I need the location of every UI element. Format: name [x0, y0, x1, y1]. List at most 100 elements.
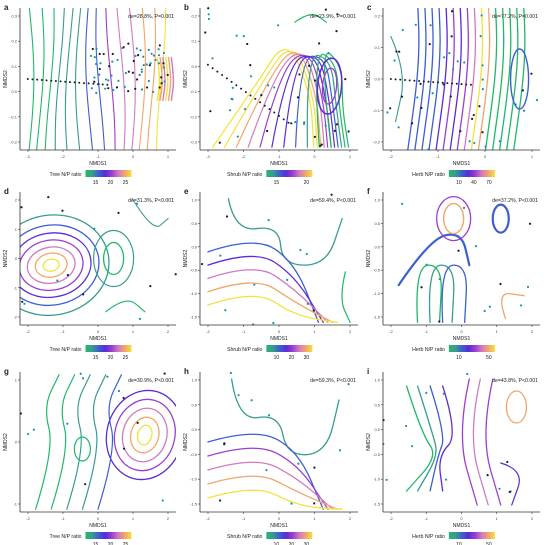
contour-line — [66, 374, 91, 510]
y-axis-title: NMDS2 — [3, 433, 9, 451]
sample-point — [463, 61, 466, 64]
sample-point — [336, 13, 339, 16]
sample-point — [174, 273, 177, 276]
x-tick-label: 1 — [167, 154, 170, 159]
contour-line — [513, 8, 526, 150]
x-tick-label: 2 — [531, 329, 534, 334]
x-tick-label: -3 — [206, 154, 210, 159]
sample-point — [145, 86, 149, 89]
sample-point — [338, 449, 342, 452]
x-tick-label: 2 — [167, 516, 170, 521]
sample-point — [111, 60, 114, 63]
y-tick-label: 0.1 — [374, 45, 380, 50]
contour-line — [92, 229, 135, 288]
contour-line — [121, 407, 168, 463]
sample-point — [299, 248, 302, 252]
legend-tick-label: 10 — [456, 542, 462, 545]
y-tick-label: -0.5 — [373, 452, 381, 457]
contour-line — [505, 390, 528, 424]
sample-point — [102, 52, 105, 56]
contour-group — [390, 8, 530, 150]
sample-point — [336, 103, 339, 106]
x-tick-label: -2 — [389, 516, 393, 521]
sample-point — [243, 108, 247, 111]
x-tick-label: 0 — [313, 154, 316, 159]
sample-point — [395, 50, 398, 53]
x-axis-title: NMDS1 — [89, 336, 107, 342]
sample-point — [267, 84, 270, 87]
y-tick-label: 1.0 — [374, 198, 380, 203]
x-tick-label: 2 — [349, 329, 352, 334]
sample-point — [403, 79, 406, 82]
sample-point — [93, 76, 96, 79]
sample-point — [149, 285, 152, 288]
contour-line — [207, 282, 334, 323]
contour-line — [105, 300, 146, 313]
x-tick-label: -2 — [206, 329, 210, 334]
x-tick-label: -2 — [61, 154, 65, 159]
sample-point — [90, 87, 93, 90]
sample-point — [480, 14, 483, 17]
sample-point — [431, 92, 434, 95]
contour-group — [405, 378, 528, 506]
sample-point — [411, 122, 414, 125]
contour-line — [509, 48, 530, 110]
contour-line — [316, 57, 343, 115]
sample-point — [92, 82, 95, 85]
sample-point — [478, 105, 481, 108]
sample-point — [416, 96, 419, 99]
legend-colorbar — [448, 170, 495, 177]
sample-point — [132, 59, 135, 63]
legend-title: Shrub N/P ratio — [227, 172, 262, 178]
sample-point — [117, 389, 121, 393]
x-tick-label: -2 — [26, 329, 30, 334]
sample-point — [282, 118, 285, 121]
point-group — [26, 42, 169, 95]
sample-point — [209, 110, 212, 113]
point-group — [401, 202, 532, 323]
x-tick-label: -1 — [61, 516, 65, 521]
contour-line — [207, 433, 324, 510]
y-tick-label: 1.0 — [191, 198, 197, 203]
sample-point — [246, 42, 249, 46]
sample-point — [298, 73, 301, 76]
x-tick-label: -2 — [242, 154, 246, 159]
x-tick-label: 1 — [313, 329, 316, 334]
point-group — [200, 193, 333, 326]
y-tick-label: 0 — [15, 440, 18, 445]
sample-point — [240, 87, 243, 90]
y-tick-label: 0.5 — [191, 402, 197, 407]
contour-line — [74, 8, 82, 150]
sample-point — [47, 196, 50, 199]
sample-point — [526, 285, 530, 288]
sample-point — [448, 51, 451, 55]
legend-tick-label: 10 — [456, 355, 462, 361]
sample-point — [160, 82, 163, 85]
sample-point — [457, 249, 460, 252]
contour-line — [416, 264, 442, 323]
contour-line — [167, 57, 172, 101]
sample-point — [267, 219, 270, 222]
contour-line — [485, 378, 502, 506]
sample-point — [347, 130, 350, 133]
contour-group — [397, 195, 525, 323]
sample-point — [127, 42, 130, 45]
sample-point — [211, 67, 214, 70]
sample-point — [140, 68, 143, 71]
sample-point — [93, 227, 96, 230]
legend-colorbar — [266, 170, 313, 177]
sample-point — [273, 111, 276, 114]
legend-tick-label: 20 — [108, 180, 114, 186]
sample-point — [313, 466, 316, 469]
sample-point — [498, 487, 501, 490]
sample-point — [116, 58, 119, 62]
sample-point — [229, 371, 233, 375]
y-tick-label: -1.0 — [190, 477, 198, 482]
sample-point — [64, 80, 67, 83]
sample-point — [327, 52, 330, 55]
y-tick-label: -0.5 — [190, 452, 198, 457]
sample-point — [140, 88, 144, 91]
y-tick-label: 1 — [15, 378, 18, 383]
sample-point — [40, 79, 43, 82]
x-tick-label: 1 — [496, 516, 499, 521]
